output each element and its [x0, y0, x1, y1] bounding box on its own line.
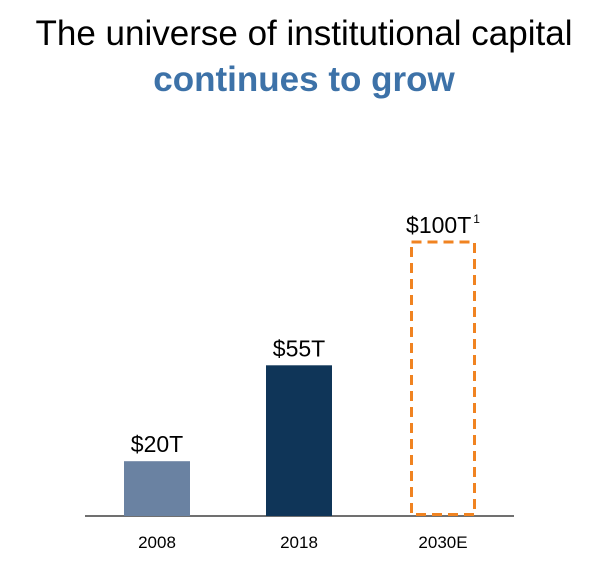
bar-2030e	[410, 240, 476, 516]
data-label-2030e: $100T 1	[406, 212, 480, 238]
footnote-marker: 1	[473, 212, 480, 226]
x-tick-label-2030e: 2030E	[418, 533, 467, 552]
bar-2018	[266, 365, 332, 516]
chart-title: The universe of institutional capital	[35, 14, 573, 53]
bar-2008	[124, 461, 190, 516]
x-tick-label-2008: 2008	[138, 533, 176, 552]
data-label-2008: $20T	[131, 431, 183, 457]
data-label-2018: $55T	[273, 335, 325, 361]
chart-subtitle: continues to grow	[153, 60, 455, 99]
x-tick-label-2018: 2018	[280, 533, 318, 552]
